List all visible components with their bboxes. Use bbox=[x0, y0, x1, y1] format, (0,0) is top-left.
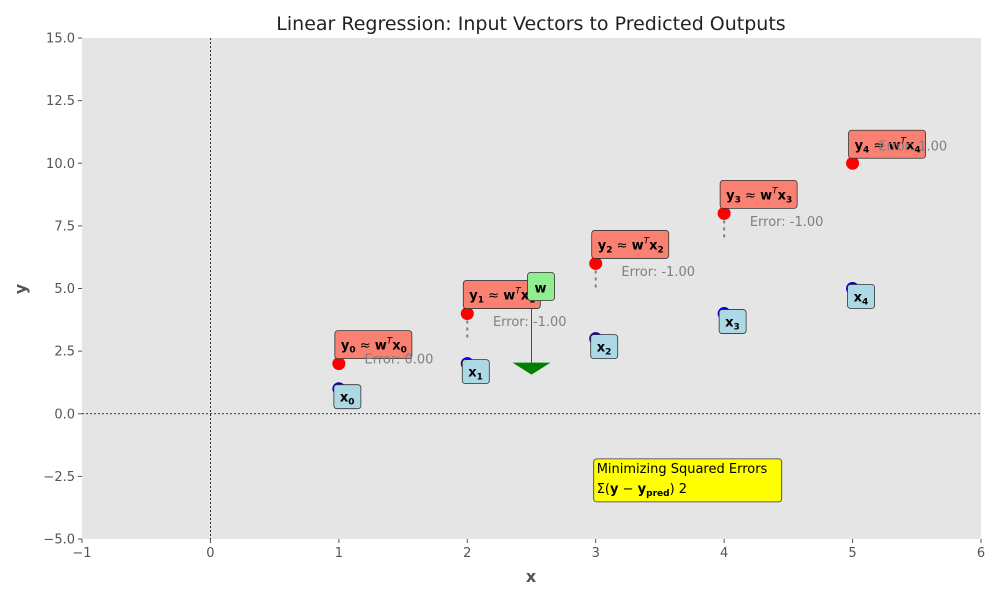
y-tick-label: 0.0 bbox=[54, 407, 75, 422]
input-vector-label-box bbox=[461, 359, 490, 385]
x-tick-label: 5 bbox=[848, 546, 856, 561]
prediction-label: y2 ≈ wTx2 bbox=[598, 236, 664, 255]
weight-label: w bbox=[535, 282, 547, 297]
chart-title: Linear Regression: Input Vectors to Pred… bbox=[276, 13, 785, 35]
prediction-label: y1 ≈ wTx1 bbox=[469, 287, 535, 306]
prediction-point bbox=[717, 206, 731, 220]
x-tick-label: 6 bbox=[977, 546, 985, 561]
error-label: Error: -1.00 bbox=[493, 315, 567, 330]
x-tick-label: 1 bbox=[335, 546, 343, 561]
error-label: Error: -1.00 bbox=[621, 265, 695, 280]
input-vector-label: x3 bbox=[725, 316, 740, 333]
prediction-label: y3 ≈ wTx3 bbox=[726, 186, 792, 205]
input-vector-label-box bbox=[847, 284, 875, 309]
prediction-point bbox=[332, 357, 346, 371]
input-vector-label: x2 bbox=[597, 341, 612, 358]
weight-arrow-head bbox=[512, 362, 551, 375]
x-tick-label: −1 bbox=[72, 546, 91, 561]
prediction-label: y4 ≈ wTx4 bbox=[855, 136, 921, 155]
y-tick-label: 7.5 bbox=[54, 219, 75, 234]
note-box bbox=[593, 458, 783, 503]
weight-label-box bbox=[527, 272, 555, 301]
y-tick-label: 10.0 bbox=[46, 157, 75, 172]
x-tick-label: 3 bbox=[592, 546, 600, 561]
input-vector-label: x0 bbox=[340, 391, 355, 408]
x-axis-title: x bbox=[526, 567, 537, 586]
input-vector-label-box bbox=[333, 384, 362, 410]
y-axis-title: y bbox=[11, 283, 30, 294]
input-vector-label-box bbox=[718, 309, 747, 334]
x-tick-label: 2 bbox=[463, 546, 471, 561]
y-tick-label: 12.5 bbox=[46, 94, 75, 109]
error-label: Error: 0.00 bbox=[365, 353, 434, 368]
input-vector-label: x4 bbox=[854, 291, 869, 308]
prediction-point bbox=[846, 156, 860, 170]
y-tick-label: −5.0 bbox=[43, 533, 75, 548]
prediction-label-box bbox=[848, 129, 926, 159]
y-tick-label: −2.5 bbox=[43, 470, 75, 485]
prediction-point bbox=[589, 256, 603, 270]
x-tick-label: 0 bbox=[206, 546, 214, 561]
y-tick-label: 2.5 bbox=[54, 345, 75, 360]
prediction-point bbox=[460, 307, 474, 321]
error-label: Error: 1.00 bbox=[878, 140, 947, 155]
x-tick-label: 4 bbox=[720, 546, 728, 561]
error-label: Error: -1.00 bbox=[750, 215, 824, 230]
input-vector-label-box bbox=[590, 334, 619, 360]
input-vector-label: x1 bbox=[468, 366, 483, 383]
note-line-2: Σ(y − ypred) 2 bbox=[597, 482, 687, 499]
prediction-label-box bbox=[334, 330, 413, 360]
y-tick-label: 15.0 bbox=[46, 32, 75, 47]
prediction-label-box bbox=[591, 230, 670, 259]
prediction-label-box bbox=[719, 179, 798, 209]
note-line-1: Minimizing Squared Errors bbox=[597, 462, 768, 477]
prediction-label: y0 ≈ wTx0 bbox=[341, 337, 407, 356]
y-tick-label: 5.0 bbox=[54, 282, 75, 297]
